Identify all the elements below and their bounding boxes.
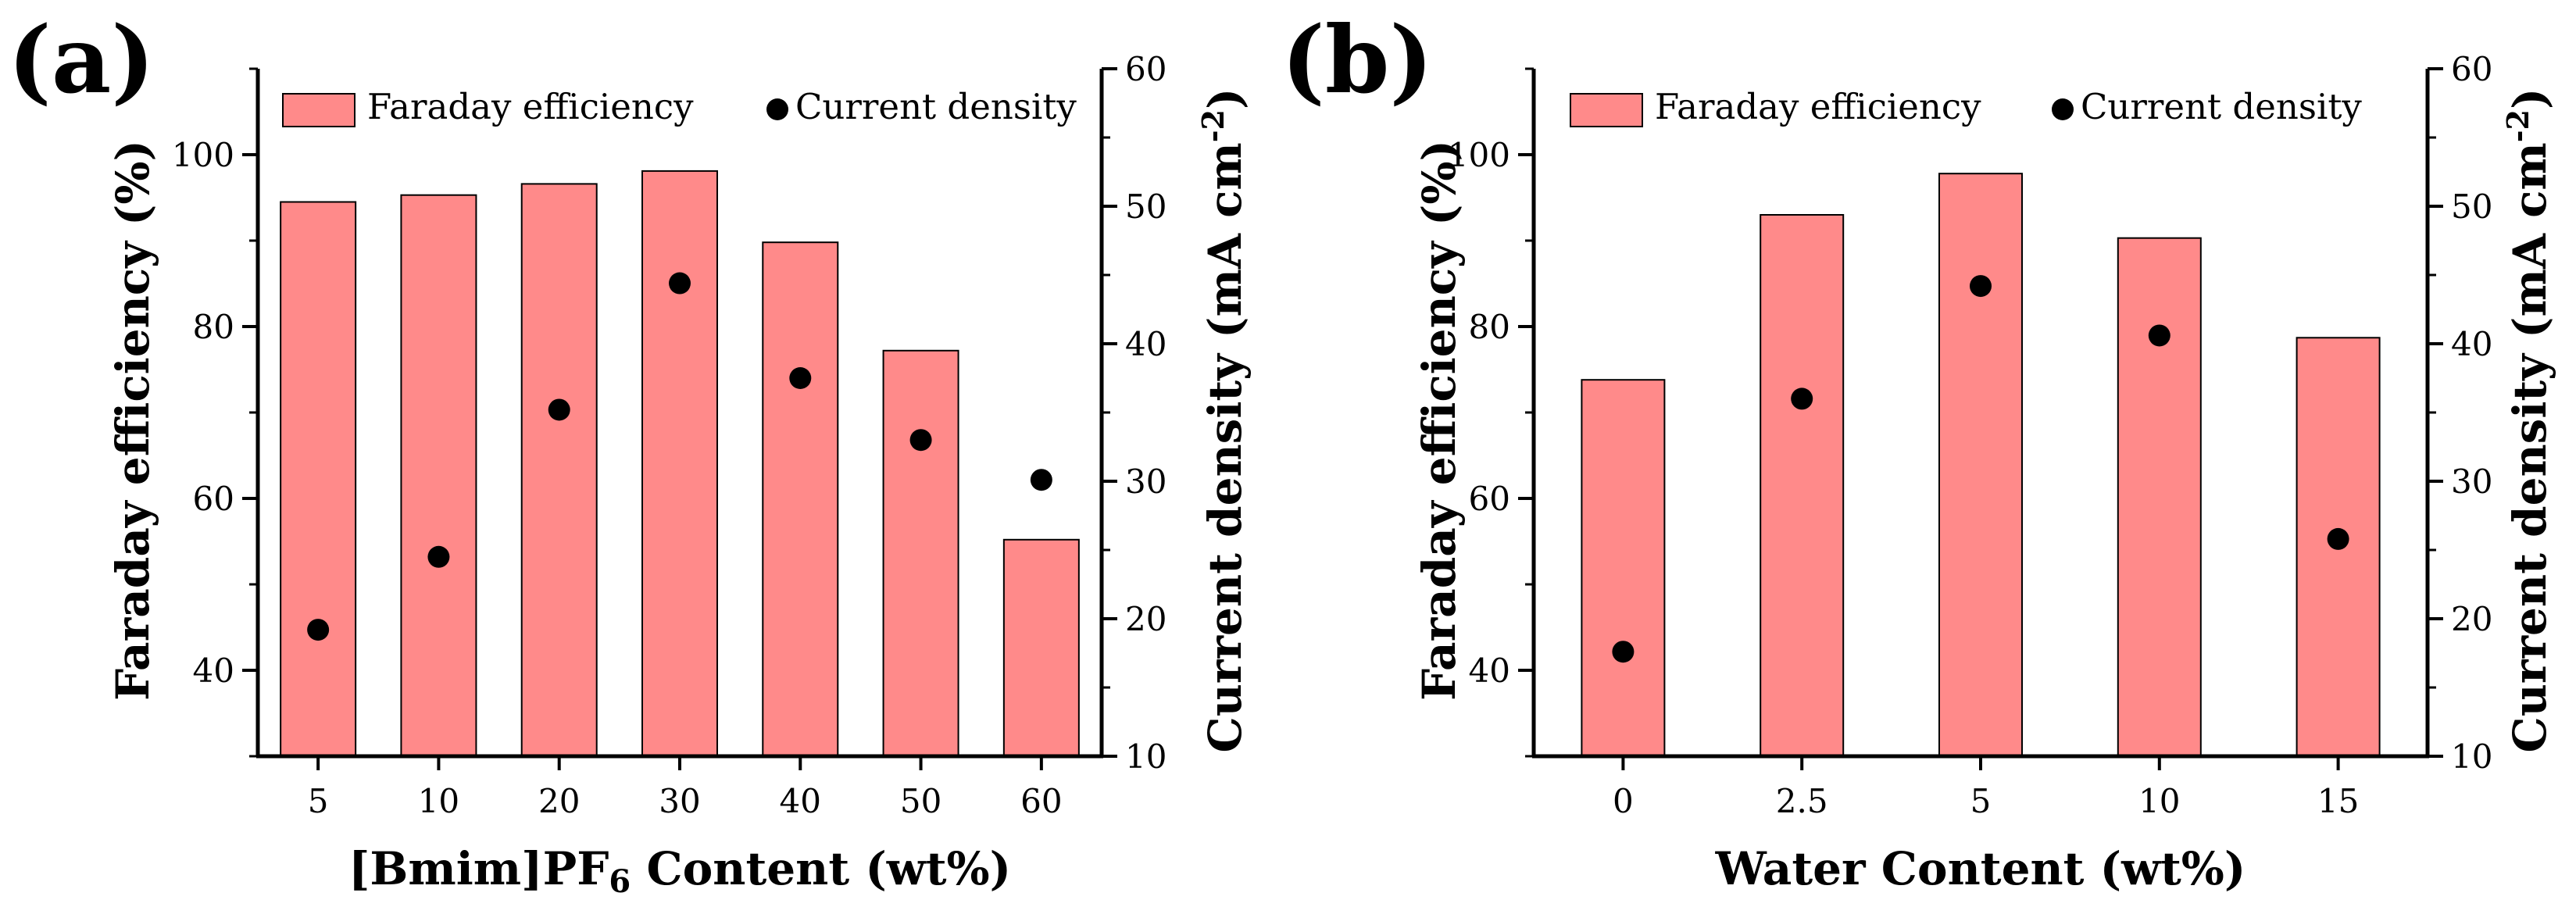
legend-label-current-density: Current density xyxy=(795,86,1077,127)
point-current-density xyxy=(2327,527,2349,550)
right-tick-label: 10 xyxy=(2451,737,2492,776)
bar-faraday-efficiency xyxy=(641,170,718,757)
x-tick-label: 5 xyxy=(308,782,329,820)
right-tick-label: 60 xyxy=(2451,50,2492,88)
legend-label-faraday-efficiency: Faraday efficiency xyxy=(1655,86,1981,127)
right-tick-label: 30 xyxy=(2451,462,2492,501)
x-tick-label: 10 xyxy=(2138,782,2180,820)
x-tick-label: 30 xyxy=(659,782,700,820)
y-axis-title: Faraday efficiency (%) xyxy=(106,140,159,701)
y2-axis-title: Current density (mA cm-2) xyxy=(2500,88,2556,753)
point-current-density xyxy=(789,367,812,389)
legend-label-current-density: Current density xyxy=(2081,86,2362,127)
bar-faraday-efficiency xyxy=(520,183,598,757)
bar-faraday-efficiency xyxy=(882,349,959,757)
right-tick-label: 40 xyxy=(2451,325,2492,363)
right-tick-label: 50 xyxy=(1125,187,1167,226)
point-current-density xyxy=(307,619,330,641)
x-tick-label: 50 xyxy=(900,782,941,820)
y2-axis-title-main: Current density (mA cm xyxy=(2503,142,2556,752)
y-axis-title: Faraday efficiency (%) xyxy=(1413,140,1466,701)
x-axis-title: Water Content (wt%) xyxy=(1715,842,2246,895)
right-tick-label: 40 xyxy=(1125,325,1167,363)
point-current-density xyxy=(548,398,570,421)
bar-faraday-efficiency xyxy=(2117,237,2202,757)
legend-swatch-bar xyxy=(1570,93,1643,127)
legend-swatch-bar xyxy=(282,93,355,127)
right-tick-label: 10 xyxy=(1125,737,1167,776)
right-tick-label: 60 xyxy=(1125,50,1167,88)
legend: Faraday efficiency Current density xyxy=(282,86,1077,127)
y2-axis-title-superscript: -2 xyxy=(2500,109,2535,142)
x-tick-label: 5 xyxy=(1970,782,1992,820)
left-tick-label: 40 xyxy=(193,652,234,690)
point-current-density xyxy=(909,429,932,452)
point-current-density xyxy=(2148,324,2170,347)
right-tick-label: 20 xyxy=(2451,600,2492,638)
x-axis-title-main: Water Content (wt%) xyxy=(1715,842,2246,895)
y2-axis-title-superscript: -2 xyxy=(1195,109,1231,142)
bar-faraday-efficiency xyxy=(762,241,839,757)
bar-faraday-efficiency xyxy=(1581,379,1666,757)
point-current-density xyxy=(427,545,450,568)
legend-label-faraday-efficiency: Faraday efficiency xyxy=(367,86,694,127)
y2-axis-title-main: Current density (mA cm xyxy=(1199,142,1252,752)
legend-marker-dot xyxy=(766,98,788,120)
left-tick-label: 60 xyxy=(193,480,234,518)
panel-label: (a) xyxy=(8,5,155,114)
left-tick-label: 60 xyxy=(1469,480,1510,518)
legend: Faraday efficiency Current density xyxy=(1570,86,2362,127)
x-tick-label: 40 xyxy=(780,782,821,820)
legend-marker-dot xyxy=(2052,98,2074,120)
x-tick-label: 20 xyxy=(538,782,580,820)
chart-panel-a: 40 60 80 100 10 20 30 40 50 60 5 10 20 30 40 50 60 (a) Far… xyxy=(8,5,1252,900)
bar-faraday-efficiency xyxy=(280,201,357,757)
point-current-density xyxy=(1970,275,1992,298)
bar-faraday-efficiency xyxy=(1938,173,2023,757)
left-tick-label: 100 xyxy=(172,136,234,174)
bar-faraday-efficiency xyxy=(1760,214,1845,757)
x-axis-title-main: [Bmim]PF xyxy=(348,842,609,895)
left-tick-label: 80 xyxy=(1469,308,1510,346)
right-tick-label: 20 xyxy=(1125,600,1167,638)
bar-faraday-efficiency xyxy=(400,194,477,757)
x-axis-title-end: Content (wt%) xyxy=(631,842,1011,895)
x-tick-label: 15 xyxy=(2317,782,2359,820)
left-tick-label: 100 xyxy=(1448,136,1510,174)
point-current-density xyxy=(1030,469,1052,491)
x-tick-label: 60 xyxy=(1020,782,1062,820)
point-current-density xyxy=(1791,387,1813,410)
x-tick-label: 0 xyxy=(1613,782,1634,820)
x-axis-title: [Bmim]PF6 Content (wt%) xyxy=(348,842,1011,900)
bar-faraday-efficiency xyxy=(1002,538,1080,757)
x-tick-label: 2.5 xyxy=(1776,782,1828,820)
point-current-density xyxy=(1612,641,1635,663)
chart-panel-b: 40 60 80 100 10 20 30 40 50 60 0 2.5 5 10 15 (b) Faraday… xyxy=(1281,5,2556,895)
y2-axis-title-end: ) xyxy=(1199,88,1252,109)
right-tick-label: 50 xyxy=(2451,187,2492,226)
panel-label: (b) xyxy=(1281,5,1433,114)
left-tick-label: 40 xyxy=(1469,652,1510,690)
x-axis-title-subscript: 6 xyxy=(609,863,631,900)
y2-axis-title-end: ) xyxy=(2503,88,2556,109)
x-tick-label: 10 xyxy=(418,782,459,820)
point-current-density xyxy=(669,272,691,295)
y2-axis-title: Current density (mA cm-2) xyxy=(1195,88,1252,753)
right-tick-label: 30 xyxy=(1125,462,1167,501)
left-tick-label: 80 xyxy=(193,308,234,346)
